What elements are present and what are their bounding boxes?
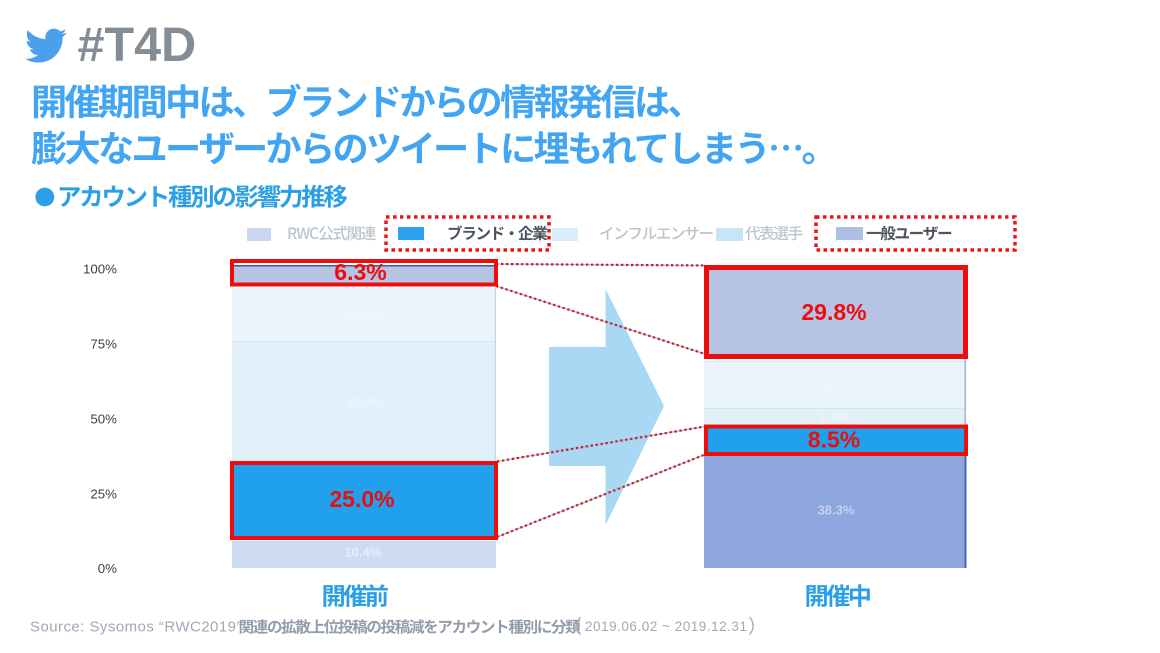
svg-text:#T4D: #T4D: [78, 18, 197, 72]
svg-text:14.9%: 14.9%: [817, 377, 854, 392]
svg-text:8.5%: 8.5%: [808, 427, 860, 453]
svg-text:6.3%: 6.3%: [334, 259, 386, 285]
svg-text:50%: 50%: [90, 411, 117, 426]
svg-text:75%: 75%: [90, 337, 117, 352]
svg-text:10.4%: 10.4%: [345, 545, 382, 560]
svg-text:0%: 0%: [98, 561, 117, 576]
svg-text:38.3%: 38.3%: [818, 503, 855, 518]
svg-text:25.0%: 25.0%: [329, 486, 394, 512]
svg-text:6.4%: 6.4%: [820, 410, 850, 425]
svg-text:18.8%: 18.8%: [346, 307, 383, 322]
svg-text:100%: 100%: [83, 262, 117, 277]
svg-text:Source: Sysomos “RWC2019”: Source: Sysomos “RWC2019”: [30, 619, 242, 636]
svg-text:39.6%: 39.6%: [346, 394, 383, 409]
svg-text:2019.06.02 ~ 2019.12.31: 2019.06.02 ~ 2019.12.31: [585, 619, 747, 634]
svg-text:29.8%: 29.8%: [801, 299, 866, 325]
svg-text:25%: 25%: [90, 486, 117, 501]
